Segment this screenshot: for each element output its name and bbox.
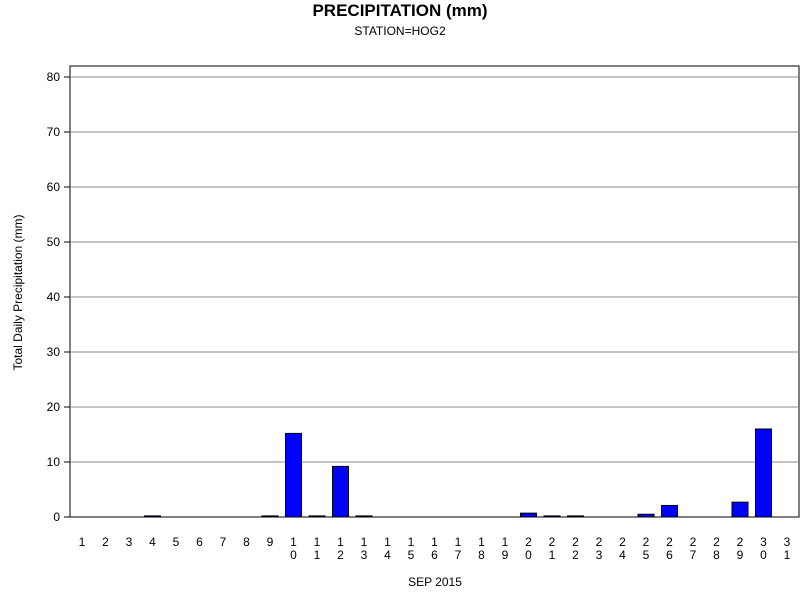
bar <box>755 428 772 518</box>
x-tick-label: 8 <box>243 535 250 549</box>
bar <box>144 515 161 518</box>
plot-frame <box>69 65 800 518</box>
bar <box>637 513 655 518</box>
bar <box>661 504 678 518</box>
x-tick-label: 5 <box>173 535 180 549</box>
y-tick-label: 60 <box>47 180 61 194</box>
bar <box>567 515 584 518</box>
y-tick-label: 30 <box>47 345 61 359</box>
bar <box>332 465 349 518</box>
x-tick-label: 4 <box>149 535 156 549</box>
y-tick-label: 70 <box>47 125 61 139</box>
bar <box>520 512 537 518</box>
y-tick-label: 0 <box>53 510 60 524</box>
chart-title: PRECIPITATION (mm) <box>312 1 488 20</box>
bar <box>308 515 326 518</box>
x-tick-label: 2 <box>102 535 109 549</box>
x-tick-label: 6 <box>196 535 203 549</box>
bar <box>285 432 302 518</box>
y-tick-label: 80 <box>47 70 61 84</box>
bar <box>355 515 373 518</box>
x-tick-label: 9 <box>267 535 274 549</box>
y-axis-label: Total Daily Precipitation (mm) <box>11 214 25 370</box>
y-tick-label: 40 <box>47 290 61 304</box>
y-tick-label: 20 <box>47 400 61 414</box>
bar <box>543 515 561 518</box>
bar <box>731 501 749 518</box>
x-axis-label: SEP 2015 <box>408 575 462 589</box>
x-tick-label: 3 <box>126 535 133 549</box>
y-tick-label: 10 <box>47 455 61 469</box>
chart-subtitle: STATION=HOG2 <box>354 24 446 38</box>
y-tick-label: 50 <box>47 235 61 249</box>
x-tick-label: 7 <box>220 535 227 549</box>
bar <box>261 515 279 518</box>
x-tick-label: 1 <box>79 535 86 549</box>
